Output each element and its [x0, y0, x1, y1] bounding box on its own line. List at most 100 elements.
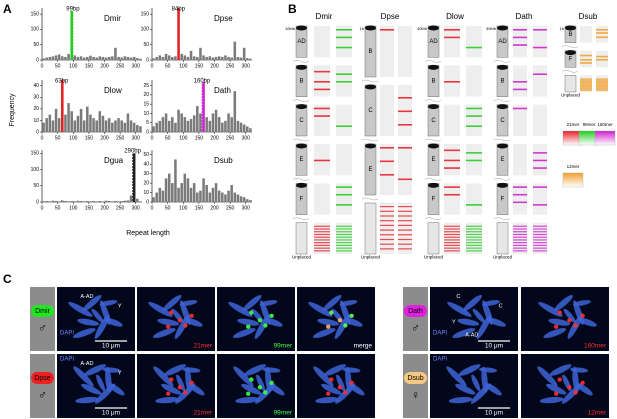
- bar: [114, 201, 117, 202]
- track-band: [580, 84, 592, 86]
- track-band: [466, 204, 482, 206]
- track: [533, 26, 547, 58]
- bar: [98, 111, 102, 132]
- track-band: [314, 244, 330, 246]
- track: [513, 104, 527, 136]
- track-band: [580, 89, 592, 91]
- track-band: [533, 231, 547, 233]
- track-band: [336, 231, 352, 233]
- track-band: [533, 73, 547, 75]
- chromosome-mark: A-AD: [80, 294, 93, 300]
- track-band: [398, 224, 412, 226]
- connector: [561, 70, 579, 73]
- track-band: [314, 239, 330, 241]
- chromosome-blob: [548, 318, 571, 326]
- track-band: [466, 225, 482, 227]
- probe-label: 99mer: [274, 343, 293, 350]
- chromosome-label: Unplaced: [424, 255, 444, 260]
- species-title: Dlow: [446, 12, 464, 21]
- track-band: [466, 46, 482, 49]
- track-band: [466, 125, 482, 127]
- centromere: [497, 143, 508, 149]
- track-band: [513, 247, 527, 249]
- chromosome-blob: [315, 396, 340, 404]
- chromosome: [496, 222, 509, 255]
- chromosome-label: Unplaced: [493, 255, 513, 260]
- micrograph: [137, 354, 215, 418]
- chromosome: [364, 202, 377, 255]
- chromosome-blob: [95, 383, 116, 404]
- scale-label: 10 μm: [485, 343, 503, 350]
- probe-signal: [169, 310, 174, 315]
- species-title: Dpse: [381, 12, 400, 21]
- probe-signal: [557, 377, 562, 382]
- probe-signal: [269, 313, 274, 318]
- track: [466, 104, 482, 136]
- bar: [174, 159, 177, 202]
- chromosome-blob: [81, 383, 102, 395]
- legend-label: 21mer: [567, 122, 580, 127]
- y-tick-label: 20: [143, 92, 149, 98]
- track: [380, 85, 394, 136]
- bar: [117, 201, 120, 202]
- track: [398, 144, 412, 195]
- bar: [104, 200, 108, 202]
- track-band: [314, 228, 330, 230]
- bar: [186, 120, 190, 132]
- probe-signal: [177, 385, 183, 390]
- chromosome-blob: [455, 383, 476, 395]
- bar: [221, 192, 224, 202]
- track-band: [580, 80, 592, 83]
- chromosome-blob: [470, 383, 492, 404]
- probe-label: 21mer: [194, 343, 213, 350]
- track-band: [444, 247, 460, 249]
- x-tick-label: 150: [85, 135, 94, 141]
- connector: [361, 138, 379, 142]
- bar: [79, 56, 83, 60]
- chromosome-blob: [312, 328, 336, 339]
- bar: [136, 125, 139, 132]
- stain-label: DAPI: [60, 331, 74, 337]
- bar: [51, 200, 55, 202]
- bar: [217, 56, 221, 60]
- connector: [292, 138, 310, 142]
- bar: [177, 187, 180, 202]
- chromosome-blob: [463, 294, 482, 312]
- chromosome-blob: [479, 367, 498, 373]
- bar: [174, 56, 177, 60]
- bar: [95, 120, 98, 132]
- x-tick-label: 0: [151, 135, 154, 141]
- bar: [117, 118, 120, 132]
- bar: [120, 201, 123, 202]
- x-tick-label: 300: [132, 205, 141, 211]
- y-tick-label: 0: [146, 57, 149, 63]
- bar: [57, 118, 61, 132]
- track-band: [596, 89, 608, 91]
- y-tick-label: 0: [36, 129, 39, 135]
- x-tick-label: 250: [116, 63, 125, 69]
- chromosome-blob: [263, 317, 283, 327]
- scale-label: 1b: [560, 26, 565, 31]
- chromosome-label: F: [501, 197, 505, 203]
- bar: [161, 190, 165, 202]
- probe-label: 12mer: [588, 410, 607, 417]
- track-band: [513, 29, 527, 31]
- track-band: [596, 79, 608, 81]
- track-band: [398, 248, 412, 250]
- bar: [107, 201, 111, 202]
- species-title: Dsub: [579, 12, 598, 21]
- y-tick-label: 0: [36, 57, 39, 63]
- species-title: Dmir: [316, 12, 333, 21]
- y-tick-label: 10: [33, 118, 39, 124]
- bar: [95, 201, 98, 202]
- bar: [42, 122, 45, 132]
- chromosome-blob: [73, 366, 94, 387]
- bar: [101, 201, 105, 202]
- bar: [129, 195, 133, 202]
- track-band: [580, 62, 592, 64]
- track-band: [466, 159, 482, 162]
- bar: [239, 57, 243, 60]
- track-band: [380, 29, 394, 31]
- bar: [158, 55, 162, 60]
- chart-title: Dlow: [104, 86, 122, 95]
